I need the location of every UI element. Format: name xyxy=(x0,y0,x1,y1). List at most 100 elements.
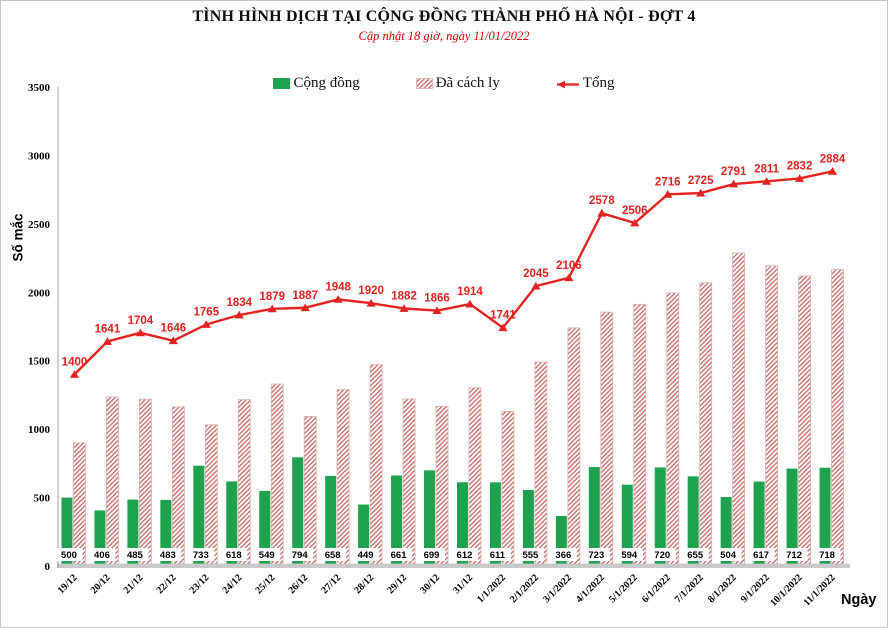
bar-cong-dong xyxy=(94,510,106,567)
x-tick-label: 7/1/2022 xyxy=(673,572,706,605)
bar-value-label: 617 xyxy=(753,550,769,561)
bar-value-label: 612 xyxy=(457,550,473,561)
bar-cong-dong xyxy=(358,504,370,567)
tong-value-label: 2045 xyxy=(523,268,549,280)
bar-value-label-bg xyxy=(714,548,742,561)
x-tick-label: 10/1/2022 xyxy=(768,572,804,608)
bar-value-label-bg xyxy=(154,548,182,561)
x-tick-label: 24/12 xyxy=(221,572,245,596)
tong-value-label: 1741 xyxy=(490,310,516,322)
bar-value-label: 500 xyxy=(61,550,77,561)
green-bar-swatch-icon xyxy=(273,78,291,89)
tong-value-label: 2506 xyxy=(622,205,648,217)
bar-value-label: 655 xyxy=(687,550,704,561)
tong-value-label: 1400 xyxy=(62,356,88,368)
x-tick-label: 20/12 xyxy=(89,572,113,596)
tong-marker xyxy=(597,208,607,217)
chart-subtitle: Cập nhật 18 giờ, ngày 11/01/2022 xyxy=(358,29,530,43)
tong-value-label: 2725 xyxy=(688,175,714,187)
x-tick-label: 21/12 xyxy=(122,572,146,596)
legend-item-tong: Tổng xyxy=(556,75,615,92)
bar-da-cach-ly xyxy=(303,416,317,568)
chart-title: TÌNH HÌNH DỊCH TẠI CỘNG ĐỒNG THÀNH PHỐ H… xyxy=(192,8,696,25)
red-line-marker-icon xyxy=(556,80,579,88)
tong-value-label: 1914 xyxy=(457,286,483,298)
tong-marker xyxy=(399,304,409,312)
bar-da-cach-ly xyxy=(633,303,647,568)
tong-value-label: 1920 xyxy=(358,285,384,297)
bar-value-label-bg xyxy=(253,548,281,561)
x-axis-title: Ngày xyxy=(841,592,877,608)
bar-value-label: 720 xyxy=(654,550,670,561)
bar-cong-dong xyxy=(555,515,567,567)
bar-value-label: 733 xyxy=(193,550,209,561)
bar-value-label: 485 xyxy=(127,550,144,561)
bar-da-cach-ly xyxy=(106,396,119,568)
x-tick-label: 6/1/2022 xyxy=(640,572,673,605)
bar-value-label: 449 xyxy=(358,550,374,561)
bar-da-cach-ly xyxy=(600,311,614,568)
y-tick-label: 3500 xyxy=(28,82,51,94)
x-tick-label: 4/1/2022 xyxy=(574,572,607,605)
tong-value-label: 2811 xyxy=(754,163,780,175)
bar-cong-dong xyxy=(292,457,304,567)
bar-value-label-bg xyxy=(121,548,149,561)
bar-value-label-bg xyxy=(187,548,215,561)
tong-marker xyxy=(300,303,310,312)
bar-da-cach-ly xyxy=(567,327,581,568)
bar-value-label: 594 xyxy=(621,550,638,561)
bar-cong-dong xyxy=(720,497,732,567)
bar-da-cach-ly xyxy=(138,398,152,568)
bar-cong-dong xyxy=(522,490,534,567)
tong-marker xyxy=(794,174,805,182)
bar-da-cach-ly xyxy=(831,269,844,568)
legend-item-cong-dong: Cộng đồng xyxy=(273,75,360,92)
y-tick-label: 500 xyxy=(34,493,51,505)
bar-value-label: 504 xyxy=(720,550,737,561)
x-tick-label: 26/12 xyxy=(286,572,310,596)
tong-marker xyxy=(498,323,508,332)
bar-cong-dong xyxy=(456,482,468,567)
bar-value-label: 723 xyxy=(588,550,604,561)
bar-cong-dong xyxy=(819,467,831,567)
y-tick-label: 0 xyxy=(45,561,51,573)
bar-value-label-bg xyxy=(385,548,413,561)
tong-marker xyxy=(102,337,113,345)
bar-value-label-bg xyxy=(747,548,775,561)
tong-marker xyxy=(531,281,541,290)
bar-da-cach-ly xyxy=(336,389,350,568)
x-tick-label: 3/1/2022 xyxy=(541,572,574,605)
bar-value-label-bg xyxy=(220,548,248,561)
tong-marker xyxy=(267,304,277,313)
x-tick-label: 29/12 xyxy=(385,572,409,596)
x-tick-label: 2/1/2022 xyxy=(508,572,541,605)
tong-marker xyxy=(696,188,706,197)
bar-value-label-bg xyxy=(648,548,676,561)
tong-marker xyxy=(135,328,145,337)
bar-da-cach-ly xyxy=(435,405,449,568)
bar-da-cach-ly xyxy=(402,398,416,568)
bar-value-label-bg xyxy=(483,548,511,561)
bar-value-label-bg xyxy=(813,548,841,561)
bar-da-cach-ly xyxy=(666,292,680,568)
x-axis-line xyxy=(57,563,850,568)
tong-marker xyxy=(729,179,739,188)
bar-da-cach-ly xyxy=(699,282,713,568)
bar-value-label-bg xyxy=(681,548,709,561)
tong-value-label: 2832 xyxy=(787,160,813,172)
bar-cong-dong xyxy=(489,482,501,567)
tong-value-label: 1866 xyxy=(424,293,450,305)
bar-da-cach-ly xyxy=(501,410,515,568)
tong-value-label: 2106 xyxy=(556,260,582,272)
bar-cong-dong xyxy=(424,470,436,567)
tong-value-label: 1948 xyxy=(325,281,351,293)
x-tick-label: 31/12 xyxy=(451,572,475,596)
bar-value-label: 611 xyxy=(490,550,506,561)
bar-cong-dong xyxy=(193,465,205,567)
bar-da-cach-ly xyxy=(204,424,218,568)
tong-marker xyxy=(663,190,673,198)
bar-value-label: 699 xyxy=(424,550,440,561)
tong-value-label: 1641 xyxy=(95,323,121,335)
